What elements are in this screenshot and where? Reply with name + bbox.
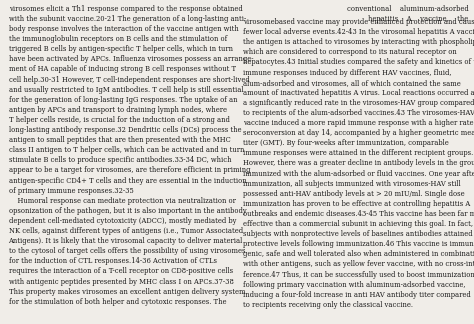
Text: conventional    aluminum-adsorbed
        hepatitis    A    vaccine,    the: conventional aluminum-adsorbed hepatitis… [346, 5, 468, 23]
Text: virosomebased vaccine may provide enhanced protection and cause
fewer local adve: virosomebased vaccine may provide enhanc… [243, 18, 474, 309]
Text: virosomes elicit a Th1 response compared to the response obtained
with the subun: virosomes elicit a Th1 response compared… [9, 5, 253, 306]
